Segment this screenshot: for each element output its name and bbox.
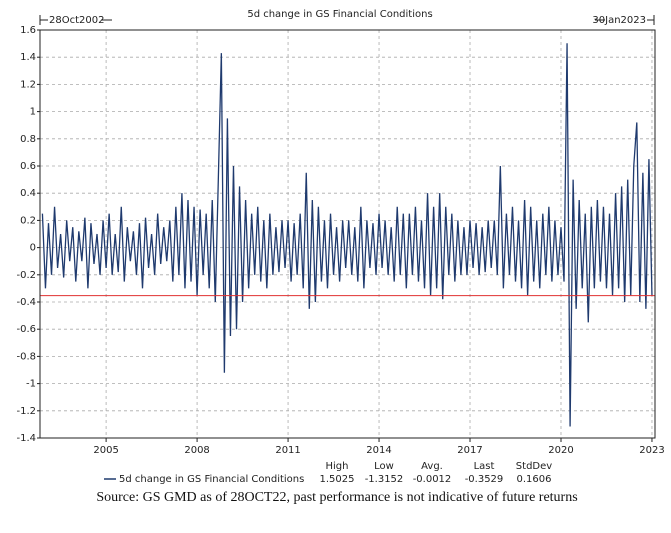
- stat-value: -0.3529: [465, 474, 504, 485]
- source-note: Source: GS GMD as of 28OCT22, past perfo…: [96, 490, 577, 505]
- stat-value: -0.0012: [413, 474, 452, 485]
- stat-value: 0.1606: [517, 474, 552, 485]
- stat-header: StdDev: [516, 461, 552, 472]
- x-tick-label: 2020: [548, 445, 573, 456]
- stat-header: Last: [474, 461, 495, 472]
- stat-value: 1.5025: [320, 474, 355, 485]
- y-tick-label: -1: [26, 379, 36, 390]
- y-tick-label: -0.6: [16, 324, 36, 335]
- y-tick-label: 0.2: [20, 215, 36, 226]
- stat-header: Low: [374, 461, 394, 472]
- x-tick-label: 2008: [184, 445, 209, 456]
- y-tick-label: 1.6: [20, 25, 36, 36]
- stat-header: High: [326, 461, 349, 472]
- x-tick-label: 2017: [457, 445, 482, 456]
- stat-header: Avg.: [421, 461, 443, 472]
- y-tick-label: -1.2: [16, 406, 36, 417]
- y-tick-label: -0.8: [16, 351, 36, 362]
- legend-label: 5d change in GS Financial Conditions: [119, 474, 304, 485]
- end-label: 30Jan2023: [592, 15, 646, 26]
- series-line: [41, 43, 653, 427]
- x-tick-label: 2014: [366, 445, 391, 456]
- y-tick-label: -0.2: [16, 270, 36, 281]
- y-tick-label: 1.4: [20, 52, 36, 63]
- x-tick-label: 2005: [93, 445, 118, 456]
- start-label: 28Oct2002: [49, 15, 104, 26]
- plot-frame: [39, 29, 656, 439]
- x-tick-label: 2011: [275, 445, 300, 456]
- y-tick-label: 0: [30, 243, 36, 254]
- y-tick-label: 0.6: [20, 161, 36, 172]
- y-tick-label: 1.2: [20, 79, 36, 90]
- y-tick-label: 0.8: [20, 134, 36, 145]
- y-tick-label: -1.4: [16, 433, 36, 444]
- x-tick-label: 2023: [639, 445, 664, 456]
- y-tick-label: -0.4: [16, 297, 36, 308]
- chart-title: 5d change in GS Financial Conditions: [247, 9, 432, 20]
- y-tick-label: 1: [30, 107, 36, 118]
- stat-value: -1.3152: [365, 474, 404, 485]
- y-tick-label: 0.4: [20, 188, 36, 199]
